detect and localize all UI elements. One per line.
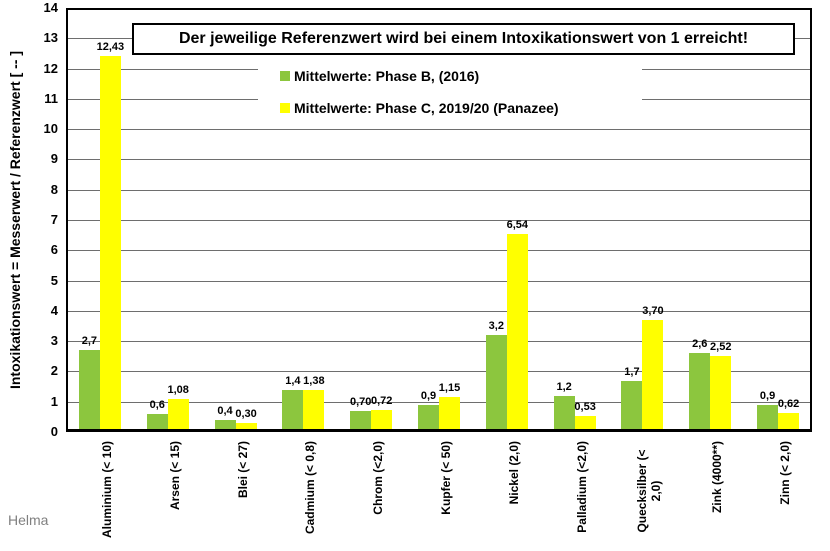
y-tick-label: 1 (50, 393, 58, 409)
x-category-label: Zink (4000**) (710, 441, 725, 514)
bar-value-label: 0,9 (759, 389, 776, 402)
bar-phase-b (146, 413, 168, 432)
gridline (68, 129, 810, 131)
bar-phase-b (418, 404, 439, 432)
gridline (68, 159, 810, 161)
bar-value-label: 3,70 (642, 304, 664, 317)
y-tick-label: 3 (50, 333, 58, 349)
gridline (68, 280, 810, 282)
y-tick-label: 7 (50, 212, 58, 227)
y-tick-label: 12 (43, 60, 58, 76)
bar-value-label: 3,2 (488, 320, 504, 333)
bar-value-label: 0,62 (777, 398, 800, 411)
bar-phase-c (167, 399, 189, 432)
gridline (68, 310, 810, 312)
bar-value-label: 1,7 (624, 365, 640, 378)
bar-phase-b (621, 380, 643, 432)
bar-phase-c (642, 319, 664, 432)
legend-swatch-green-icon (280, 71, 290, 81)
bar-value-label: 0,4 (217, 404, 233, 417)
legend-label-phase-c: Mittelwerte: Phase C, 2019/20 (Panazee) (294, 100, 559, 116)
bar-phase-b (350, 410, 372, 432)
bar-value-label: 12,43 (96, 40, 125, 53)
gridline (68, 371, 810, 373)
bar-phase-b (689, 353, 711, 432)
bar-value-label: 6,54 (506, 218, 529, 231)
y-tick-label: 2 (50, 363, 58, 379)
legend-label-phase-b: Mittelwerte: Phase B, (2016) (294, 68, 480, 84)
bar-value-label: 1,38 (303, 375, 325, 388)
bar-value-label: 1,08 (167, 384, 189, 397)
y-tick-label: 10 (43, 121, 58, 137)
legend-item-phase-b: Mittelwerte: Phase B, (2016) (280, 68, 642, 84)
bar-value-label: 0,72 (370, 395, 393, 408)
bar-value-label: 2,7 (81, 335, 98, 348)
x-category-label: Blei (< 27) (235, 441, 250, 499)
x-category-label: Nickel (2,0) (506, 441, 521, 505)
bar-value-label: 1,2 (556, 380, 572, 393)
bar-phase-b (282, 389, 304, 432)
bar-phase-c (235, 422, 257, 432)
bar-value-label: 1,4 (285, 374, 301, 387)
bar-phase-c (574, 415, 596, 432)
bar-phase-c (371, 410, 393, 432)
y-tick-label: 9 (50, 151, 58, 167)
gridline (68, 189, 810, 191)
bar-phase-b (214, 419, 236, 432)
bar-phase-c (778, 413, 800, 432)
y-tick-label: 5 (50, 272, 58, 288)
bar-phase-b (78, 350, 100, 432)
bar-value-label: 0,30 (235, 407, 257, 420)
bar-phase-c (710, 355, 732, 432)
y-tick-label: 14 (43, 0, 58, 15)
x-category-label: Zinn (< 2,0) (778, 441, 793, 505)
gridline (68, 220, 810, 221)
x-category-label: Palladium (<2,0) (574, 441, 589, 533)
bar-value-label: 2,6 (692, 338, 708, 351)
y-tick-label: 0 (50, 424, 58, 439)
legend-item-phase-c: Mittelwerte: Phase C, 2019/20 (Panazee) (280, 100, 642, 116)
x-category-label: Arsen (< 15) (167, 441, 182, 511)
bar-value-label: 1,15 (438, 382, 461, 395)
x-category-label: Aluminium (< 10) (99, 441, 114, 539)
x-category-label: Chrom (<2,0) (371, 441, 386, 515)
y-tick-label: 8 (50, 181, 58, 197)
bar-phase-c (506, 233, 528, 432)
x-category-label: Quecksilber (< 2,0) (635, 449, 664, 533)
gridline (68, 250, 810, 252)
bar-phase-c (303, 390, 325, 432)
legend-swatch-yellow-icon (280, 103, 290, 113)
bar-value-label: 2,52 (710, 340, 732, 353)
x-category-label: Kupfer (< 50) (439, 441, 453, 515)
x-category-label: Cadmium (< 0,8) (303, 441, 318, 535)
bar-phase-b (485, 335, 507, 432)
bar-phase-b (553, 395, 575, 432)
y-tick-label: 4 (50, 302, 58, 318)
bar-phase-c (99, 55, 121, 432)
gridline (68, 341, 810, 343)
bar-value-label: 0,9 (420, 389, 437, 402)
bar-phase-c (439, 397, 460, 432)
y-tick-label: 13 (43, 30, 58, 46)
footer-author: Helma (8, 512, 49, 528)
y-tick-label: 11 (44, 90, 58, 106)
bar-value-label: 0,6 (149, 398, 165, 411)
y-tick-label: 6 (50, 242, 58, 258)
chart-title: Der jeweilige Referenzwert wird bei eine… (132, 23, 795, 55)
bar-phase-b (757, 404, 779, 432)
legend: Mittelwerte: Phase B, (2016) Mittelwerte… (258, 60, 642, 122)
bar-value-label: 0,53 (574, 400, 596, 413)
bar-value-label: 0,70 (349, 395, 372, 408)
